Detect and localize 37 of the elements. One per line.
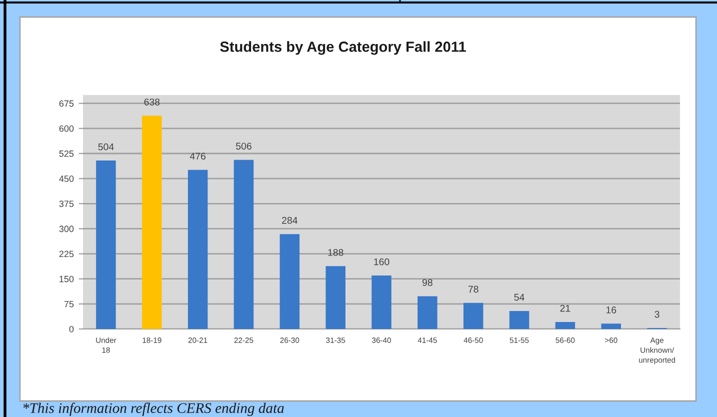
- bar: [463, 302, 484, 329]
- y-tick-label: 300: [59, 226, 74, 232]
- data-label: 638: [144, 98, 160, 106]
- y-tick-label: 0: [69, 326, 74, 332]
- y-tick-label: 375: [59, 200, 74, 208]
- bar: [601, 324, 621, 329]
- y-tick-label: 225: [59, 250, 74, 258]
- data-label: 160: [374, 258, 390, 266]
- bar: [326, 266, 346, 329]
- data-label: 3: [654, 310, 660, 318]
- chart-title: Students by Age Category Fall 2011: [220, 41, 466, 55]
- data-label: 98: [422, 279, 432, 286]
- bar: [509, 310, 530, 329]
- y-tick-label: 450: [59, 176, 74, 182]
- bar: [188, 170, 208, 329]
- y-tick-label: 75: [64, 300, 74, 308]
- bar: [234, 160, 254, 329]
- text: *This information reflects CERS ending data: [23, 402, 284, 416]
- bar: [418, 296, 438, 329]
- y-tick-label: 600: [59, 125, 74, 132]
- data-label: 188: [328, 249, 344, 256]
- data-label: 54: [514, 294, 524, 301]
- data-label: 16: [606, 306, 616, 314]
- bar: [372, 276, 392, 329]
- y-tick-label: 150: [60, 276, 74, 282]
- data-label: 78: [468, 286, 478, 293]
- bar: [142, 116, 162, 329]
- data-label: 284: [282, 216, 298, 224]
- bar: [96, 160, 116, 329]
- data-label: 504: [98, 143, 114, 150]
- bar: [555, 322, 576, 329]
- bar: [280, 234, 300, 329]
- data-label: 506: [236, 142, 252, 150]
- y-tick-label: 675: [59, 100, 74, 107]
- data-label: 476: [190, 152, 206, 160]
- data-label: 21: [560, 304, 570, 312]
- y-tick-label: 525: [59, 150, 74, 157]
